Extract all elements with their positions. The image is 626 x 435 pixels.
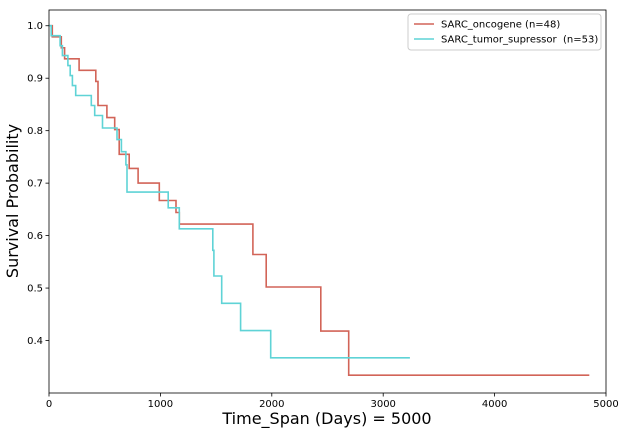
legend-label-1: SARC_oncogene (n=48) [441,20,560,31]
legend-label-2: SARC_tumor_supressor (n=53) [441,35,598,46]
y-tick-label: 0.7 [27,179,43,190]
x-tick-label: 3000 [370,399,395,410]
y-axis-title: Survival Probability [3,124,22,278]
x-axis-title: Time_Span (Days) = 5000 [221,409,431,429]
x-tick-label: 2000 [259,399,284,410]
plot-area [49,24,590,376]
x-tick-label: 5000 [593,399,618,410]
legend: SARC_oncogene (n=48) SARC_tumor_supressor… [407,13,602,51]
plot-frame [48,9,607,394]
legend-box [407,13,602,51]
y-tick-label: 0.5 [27,284,43,295]
x-tick-label: 1000 [148,399,173,410]
axes: 0 1000 2000 3000 4000 5000 0.4 0.5 0.6 0.7 0.8 0.9 1… [27,9,619,410]
x-tick-label: 4000 [482,399,507,410]
y-tick-label: 0.4 [27,336,43,347]
y-tick-label: 0.9 [27,74,43,85]
x-tick-label: 0 [46,399,52,410]
y-tick-label: 0.8 [27,126,43,137]
series-line-1 [49,24,590,376]
y-tick-label: 1.0 [27,21,43,32]
y-tick-label: 0.6 [27,231,43,242]
series-line-2 [49,24,410,359]
